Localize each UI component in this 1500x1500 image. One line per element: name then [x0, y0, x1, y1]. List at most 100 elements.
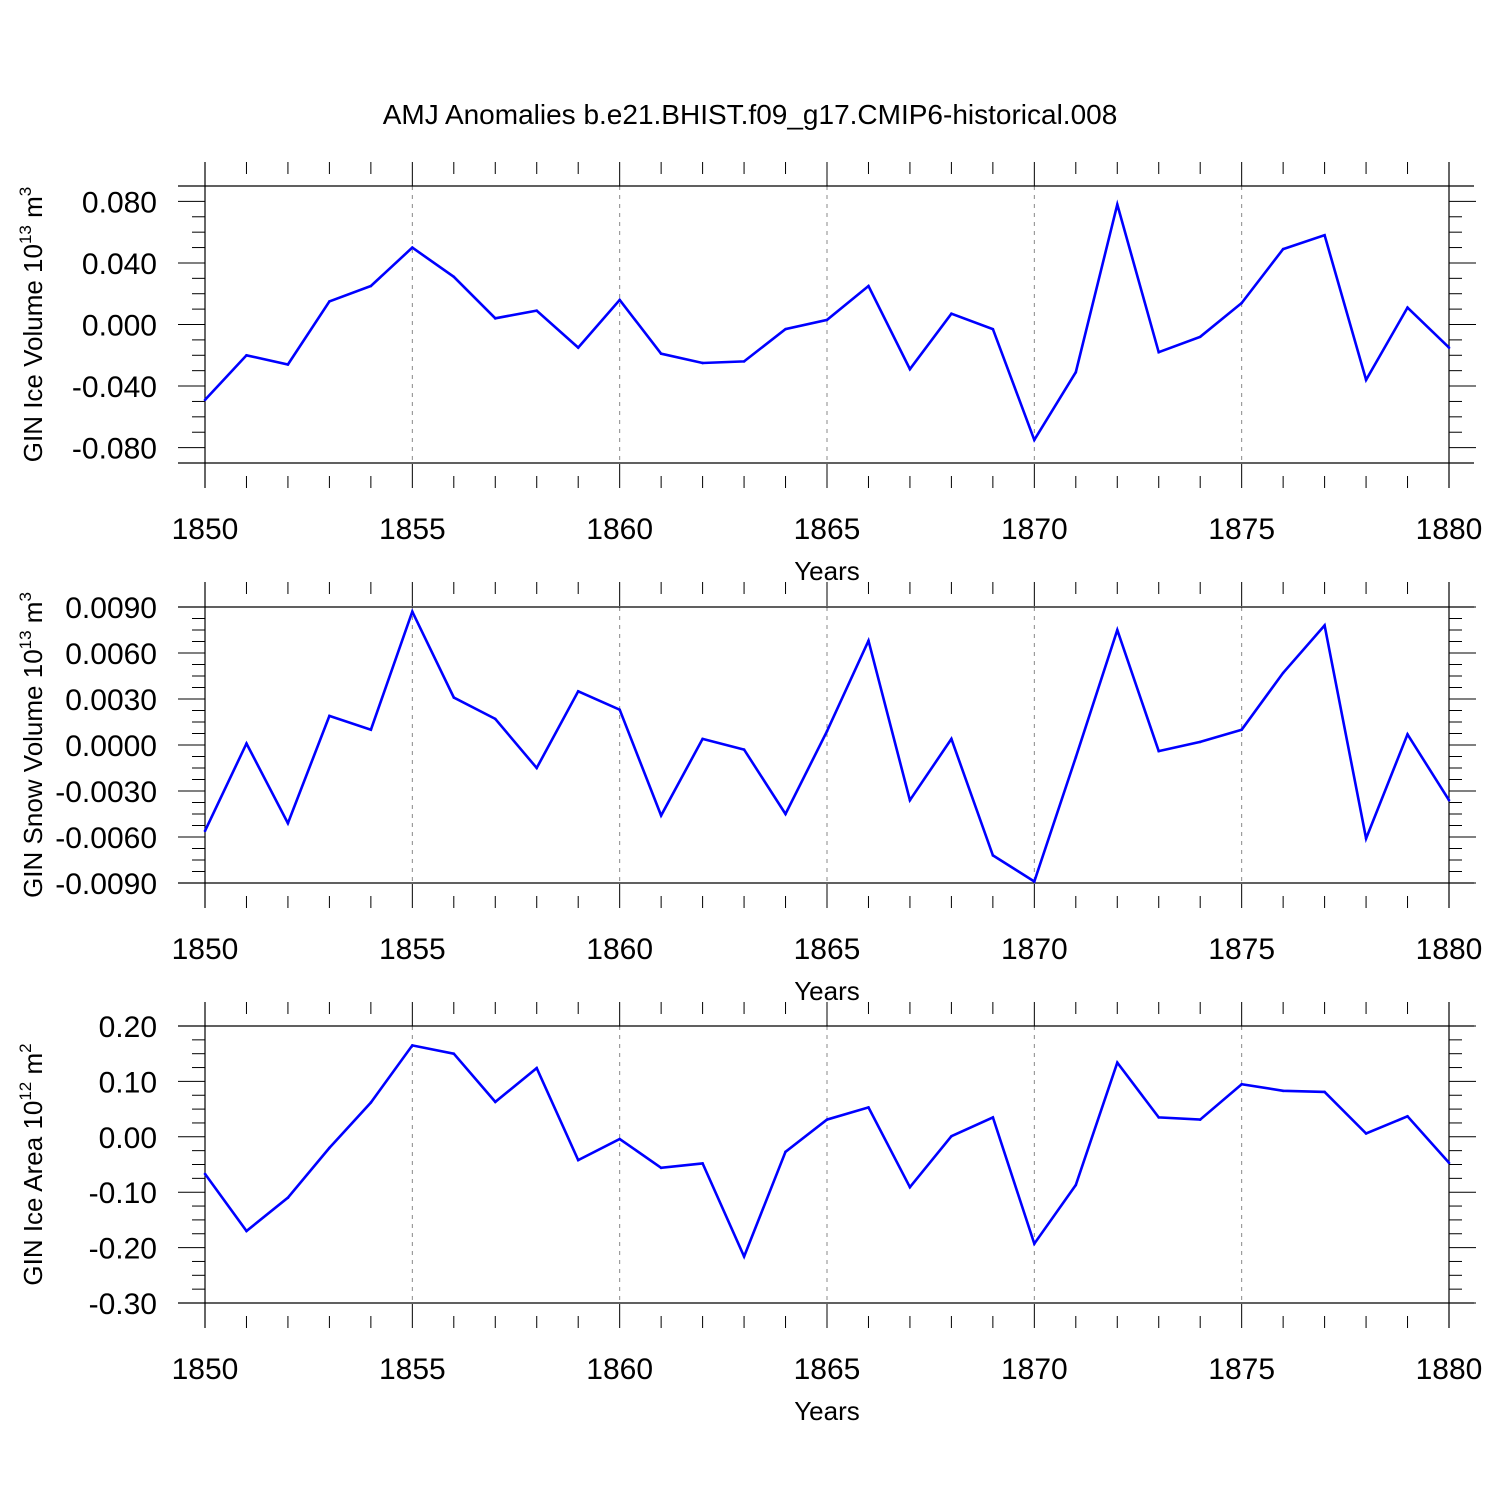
- data-point: [825, 1118, 829, 1121]
- y-tick-label: -0.20: [89, 1233, 157, 1266]
- x-tick-label: 1870: [1001, 1353, 1068, 1386]
- y-axis-label-exponent: 13: [16, 225, 35, 244]
- data-point: [950, 312, 953, 316]
- data-point: [1074, 370, 1078, 374]
- y-tick-label: 0.0090: [65, 592, 157, 625]
- data-point: [328, 714, 331, 718]
- y-axis-label-text: GIN Ice Volume 10: [18, 244, 48, 462]
- data-point: [618, 1137, 621, 1141]
- data-point: [1406, 732, 1409, 736]
- x-axis-label: Years: [794, 1396, 860, 1426]
- data-point: [825, 318, 829, 322]
- panel-1: -0.080 -0.040 0.000 0.040 0.080 1850 1855 1860 1…: [16, 162, 1482, 586]
- data-point: [825, 729, 829, 733]
- data-point: [535, 1066, 539, 1070]
- data-point: [1447, 346, 1451, 349]
- data-point: [784, 1150, 787, 1154]
- data-point: [1198, 740, 1202, 744]
- data-point: [1281, 1089, 1285, 1093]
- data-point: [493, 317, 497, 320]
- data-point: [1364, 378, 1368, 382]
- data-point: [203, 1172, 207, 1176]
- y-tick-label: -0.040: [72, 371, 157, 404]
- data-point: [452, 696, 456, 699]
- data-point: [411, 610, 414, 613]
- y-tick-label: -0.10: [89, 1177, 157, 1210]
- data-point: [659, 814, 663, 817]
- data-point: [1447, 1161, 1451, 1165]
- x-tick-label: 1880: [1416, 513, 1483, 546]
- data-point: [328, 1146, 331, 1150]
- y-axis-label-unit-exponent: 3: [16, 592, 35, 601]
- y-tick-label: -0.0090: [55, 868, 157, 901]
- data-point: [659, 1166, 663, 1170]
- data-point: [369, 728, 373, 731]
- y-tick-label: 0.10: [99, 1066, 157, 1099]
- data-point: [618, 708, 621, 712]
- data-point: [908, 1185, 912, 1189]
- y-tick-label: -0.0060: [55, 822, 157, 855]
- data-point: [991, 854, 995, 857]
- data-point: [493, 717, 497, 721]
- y-axis-label-unit: m: [18, 602, 48, 631]
- y-axis-label-text: GIN Ice Area 10: [18, 1101, 48, 1286]
- y-axis-label-unit: m: [18, 1053, 48, 1082]
- data-point: [1281, 671, 1285, 675]
- data-point: [452, 275, 456, 279]
- y-tick-label: 0.0060: [65, 638, 157, 671]
- y-axis-label-unit-exponent: 3: [16, 187, 35, 196]
- data-point: [576, 1158, 580, 1162]
- data-point: [576, 690, 580, 693]
- data-point: [576, 346, 580, 349]
- x-tick-label: 1865: [794, 933, 861, 966]
- x-tick-label: 1875: [1208, 513, 1275, 546]
- data-point: [203, 829, 207, 833]
- data-point: [1115, 1061, 1119, 1064]
- data-point: [1115, 628, 1119, 632]
- data-point: [701, 361, 704, 365]
- x-tick-label: 1880: [1416, 933, 1483, 966]
- data-point: [1323, 624, 1326, 627]
- data-point: [950, 1134, 953, 1138]
- y-axis-label: GIN Ice Area 1012 m2: [16, 1043, 48, 1285]
- data-point: [1198, 1118, 1202, 1121]
- chart-panels: -0.080 -0.040 0.000 0.040 0.080 1850 1855 1860 1…: [16, 162, 1482, 1426]
- y-axis-label: GIN Ice Volume 1013 m3: [16, 187, 48, 463]
- data-point: [1074, 755, 1078, 759]
- x-tick-label: 1860: [586, 513, 653, 546]
- x-tick-label: 1875: [1208, 1353, 1275, 1386]
- data-point: [1198, 335, 1202, 339]
- data-point: [701, 737, 704, 741]
- y-axis-label: GIN Snow Volume 1013 m3: [16, 592, 48, 898]
- data-point: [1364, 1132, 1368, 1135]
- x-tick-label: 1850: [172, 513, 239, 546]
- data-point: [286, 363, 290, 366]
- data-point: [742, 360, 746, 363]
- data-point: [411, 246, 414, 249]
- x-tick-label: 1860: [586, 1353, 653, 1386]
- data-point: [535, 309, 539, 312]
- data-point: [950, 737, 953, 741]
- data-point: [867, 284, 870, 288]
- data-point: [742, 1255, 746, 1258]
- data-point: [1406, 306, 1409, 309]
- data-point: [908, 798, 912, 802]
- x-axis-label: Years: [794, 976, 860, 1006]
- data-point: [742, 748, 746, 751]
- x-tick-label: 1880: [1416, 1353, 1483, 1386]
- data-point: [328, 300, 331, 303]
- x-tick-label: 1875: [1208, 933, 1275, 966]
- data-point: [701, 1162, 704, 1165]
- y-axis-label-exponent: 13: [16, 630, 35, 649]
- y-tick-label: -0.080: [72, 433, 157, 466]
- data-point: [1240, 1082, 1243, 1086]
- x-tick-label: 1850: [172, 933, 239, 966]
- data-point: [1240, 301, 1243, 305]
- data-point: [452, 1052, 456, 1055]
- chart-title: AMJ Anomalies b.e21.BHIST.f09_g17.CMIP6-…: [383, 99, 1118, 130]
- data-point: [1323, 1090, 1326, 1094]
- x-tick-label: 1855: [379, 933, 446, 966]
- data-point: [1447, 798, 1451, 802]
- data-point: [1364, 837, 1368, 840]
- data-point: [1323, 233, 1326, 237]
